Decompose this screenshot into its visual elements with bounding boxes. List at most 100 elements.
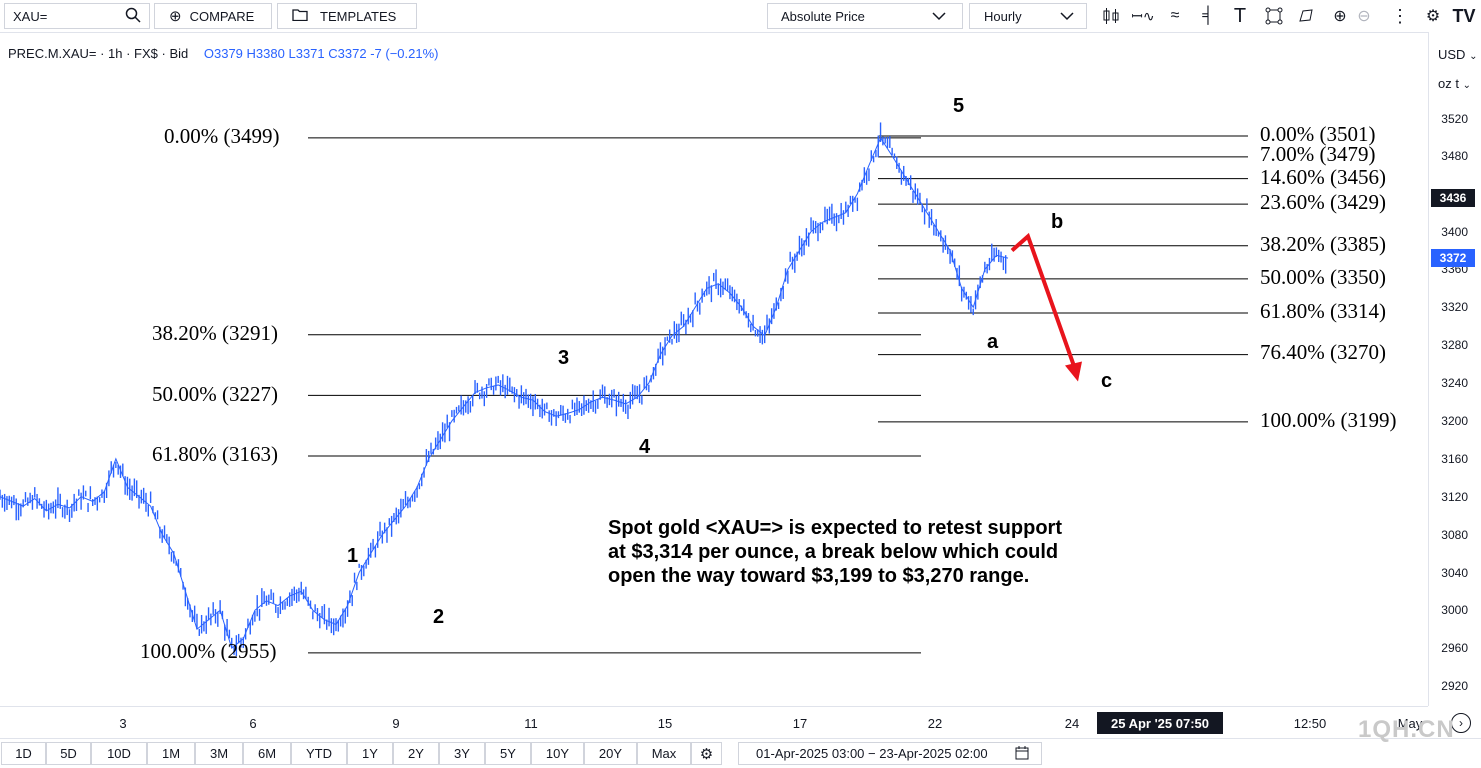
- fib-left-label: 50.00% (3227): [152, 382, 278, 406]
- range-button[interactable]: 20Y: [584, 742, 637, 765]
- indicators-icon[interactable]: ꟷ∿: [1131, 7, 1155, 24]
- top-toolbar: XAU= ⊕ COMPARE TEMPLATES Absolute Price …: [0, 0, 1481, 33]
- time-tick: 15: [657, 716, 673, 731]
- wave-draw-icon[interactable]: ≈: [1170, 7, 1180, 24]
- range-button[interactable]: 6M: [243, 742, 291, 765]
- fib-right-label: 100.00% (3199): [1260, 408, 1397, 432]
- templates-button[interactable]: TEMPLATES: [277, 3, 417, 29]
- range-button[interactable]: 5D: [46, 742, 91, 765]
- price-type-value: Absolute Price: [781, 8, 865, 24]
- plus-circle-icon: ⊕: [169, 8, 182, 25]
- chevron-down-icon: [1060, 9, 1074, 24]
- chart-legend: PREC.M.XAU= · 1h · FX$ · Bid O3379 H3380…: [8, 46, 439, 61]
- range-settings-gear-icon[interactable]: ⚙: [691, 742, 722, 765]
- time-tick: 22: [927, 716, 943, 731]
- time-tick: 12:50: [1293, 716, 1327, 731]
- legend-change: -7 (−0.21%): [370, 46, 439, 61]
- forecast-annotation: Spot gold <XAU=> is expected to retest s…: [608, 516, 1062, 588]
- fib-right-label: 14.60% (3456): [1260, 165, 1386, 189]
- wave-label-b: b: [1051, 211, 1064, 233]
- time-tick: 6: [249, 716, 257, 731]
- price-tick: 3520: [1441, 112, 1468, 126]
- range-button[interactable]: Max: [637, 742, 691, 765]
- range-button[interactable]: YTD: [291, 742, 347, 765]
- symbol-search-input[interactable]: XAU=: [4, 3, 150, 29]
- fib-left-label: 38.20% (3291): [152, 321, 278, 345]
- time-tick: 3: [119, 716, 127, 731]
- time-tick: 9: [392, 716, 400, 731]
- price-tick: 3240: [1441, 376, 1468, 390]
- fib-right-label: 50.00% (3350): [1260, 265, 1386, 289]
- date-range-text: 01-Apr-2025 03:00 − 23-Apr-2025 02:00: [756, 746, 988, 761]
- wave-label-1: 1: [347, 545, 359, 567]
- path-tool-icon[interactable]: [1294, 4, 1318, 28]
- compare-button[interactable]: ⊕ COMPARE: [154, 3, 272, 29]
- price-tick: 3320: [1441, 300, 1468, 314]
- price-tick: 3280: [1441, 338, 1468, 352]
- unit-select[interactable]: oz t ⌄: [1438, 76, 1471, 91]
- time-tick: May: [1397, 716, 1423, 731]
- annotation-line: open the way toward $3,199 to $3,270 ran…: [608, 565, 1030, 587]
- watermark: 1QH.CN: [1358, 716, 1455, 743]
- fib-right-label: 38.20% (3385): [1260, 232, 1386, 256]
- price-tick: 3000: [1441, 603, 1468, 617]
- horizontal-line-icon[interactable]: ╡: [1202, 7, 1214, 24]
- time-tick: 17: [792, 716, 808, 731]
- annotation-line: Spot gold <XAU=> is expected to retest s…: [608, 517, 1062, 539]
- candlestick-icon[interactable]: [1099, 4, 1123, 28]
- range-button[interactable]: 10D: [91, 742, 147, 765]
- wave-label-a: a: [987, 331, 999, 353]
- currency-label: USD: [1438, 47, 1466, 62]
- currency-select[interactable]: USD ⌄: [1438, 47, 1477, 62]
- chevron-down-icon: [932, 9, 946, 24]
- legend-symbol: PREC.M.XAU= · 1h · FX$ · Bid: [8, 46, 189, 61]
- unit-label: oz t: [1438, 76, 1459, 91]
- fib-right-label: 23.60% (3429): [1260, 190, 1386, 214]
- range-button[interactable]: 2Y: [393, 742, 439, 765]
- interval-select[interactable]: Hourly: [969, 3, 1087, 29]
- zoom-out-icon[interactable]: ⊖: [1357, 8, 1371, 25]
- fib-left-label: 100.00% (2955): [140, 639, 277, 663]
- legend-low: L3371: [288, 46, 325, 61]
- fib-right-label: 76.40% (3270): [1260, 340, 1386, 364]
- gear-icon[interactable]: ⚙: [1425, 8, 1441, 25]
- fib-right-label: 0.00% (3501): [1260, 122, 1376, 146]
- fib-left-label: 0.00% (3499): [164, 124, 280, 148]
- time-axis[interactable]: 3 6 9 11 15 17 22 24 25 Apr '25 07:50 12…: [0, 706, 1471, 739]
- folder-icon: [278, 8, 308, 24]
- price-type-select[interactable]: Absolute Price: [767, 3, 963, 29]
- calendar-icon[interactable]: [1015, 746, 1029, 763]
- price-chart[interactable]: [0, 32, 1428, 706]
- templates-label: TEMPLATES: [320, 8, 397, 24]
- range-button[interactable]: 1Y: [347, 742, 393, 765]
- price-line: [0, 136, 1009, 649]
- text-tool-icon[interactable]: T: [1233, 4, 1247, 27]
- chevron-down-icon: ⌄: [1462, 80, 1471, 91]
- range-bar: 1D 5D 10D 1M 3M 6M YTD 1Y 2Y 3Y 5Y 10Y 2…: [0, 738, 1481, 768]
- scroll-to-latest-icon[interactable]: ›: [1451, 713, 1471, 733]
- price-axis[interactable]: USD ⌄ oz t ⌄ 3520 3480 3400 3360 3320 32…: [1428, 32, 1481, 706]
- wave-label-2: 2: [433, 606, 445, 628]
- range-button[interactable]: 10Y: [531, 742, 584, 765]
- legend-close: C3372: [328, 46, 367, 61]
- range-button[interactable]: 5Y: [485, 742, 531, 765]
- fib-right-label: 7.00% (3479): [1260, 142, 1376, 166]
- price-tick: 3080: [1441, 528, 1468, 542]
- wave-label-3: 3: [558, 347, 570, 369]
- range-button[interactable]: 1M: [147, 742, 195, 765]
- range-button[interactable]: 1D: [1, 742, 46, 765]
- range-button[interactable]: 3Y: [439, 742, 485, 765]
- date-range-picker[interactable]: 01-Apr-2025 03:00 − 23-Apr-2025 02:00: [738, 742, 1042, 765]
- price-tick: 3160: [1441, 452, 1468, 466]
- interval-value: Hourly: [984, 8, 1022, 24]
- price-tick: 2960: [1441, 641, 1468, 655]
- legend-high: H3380: [246, 46, 285, 61]
- price-tick: 3400: [1441, 225, 1468, 239]
- zoom-in-icon[interactable]: ⊕: [1333, 8, 1347, 25]
- shape-tool-icon[interactable]: [1262, 4, 1286, 28]
- annotation-line: at $3,314 per ounce, a break below which…: [608, 541, 1059, 563]
- more-options-icon[interactable]: ⋮: [1391, 5, 1409, 26]
- search-icon[interactable]: [125, 7, 141, 26]
- time-tick: 11: [524, 716, 538, 731]
- range-button[interactable]: 3M: [195, 742, 243, 765]
